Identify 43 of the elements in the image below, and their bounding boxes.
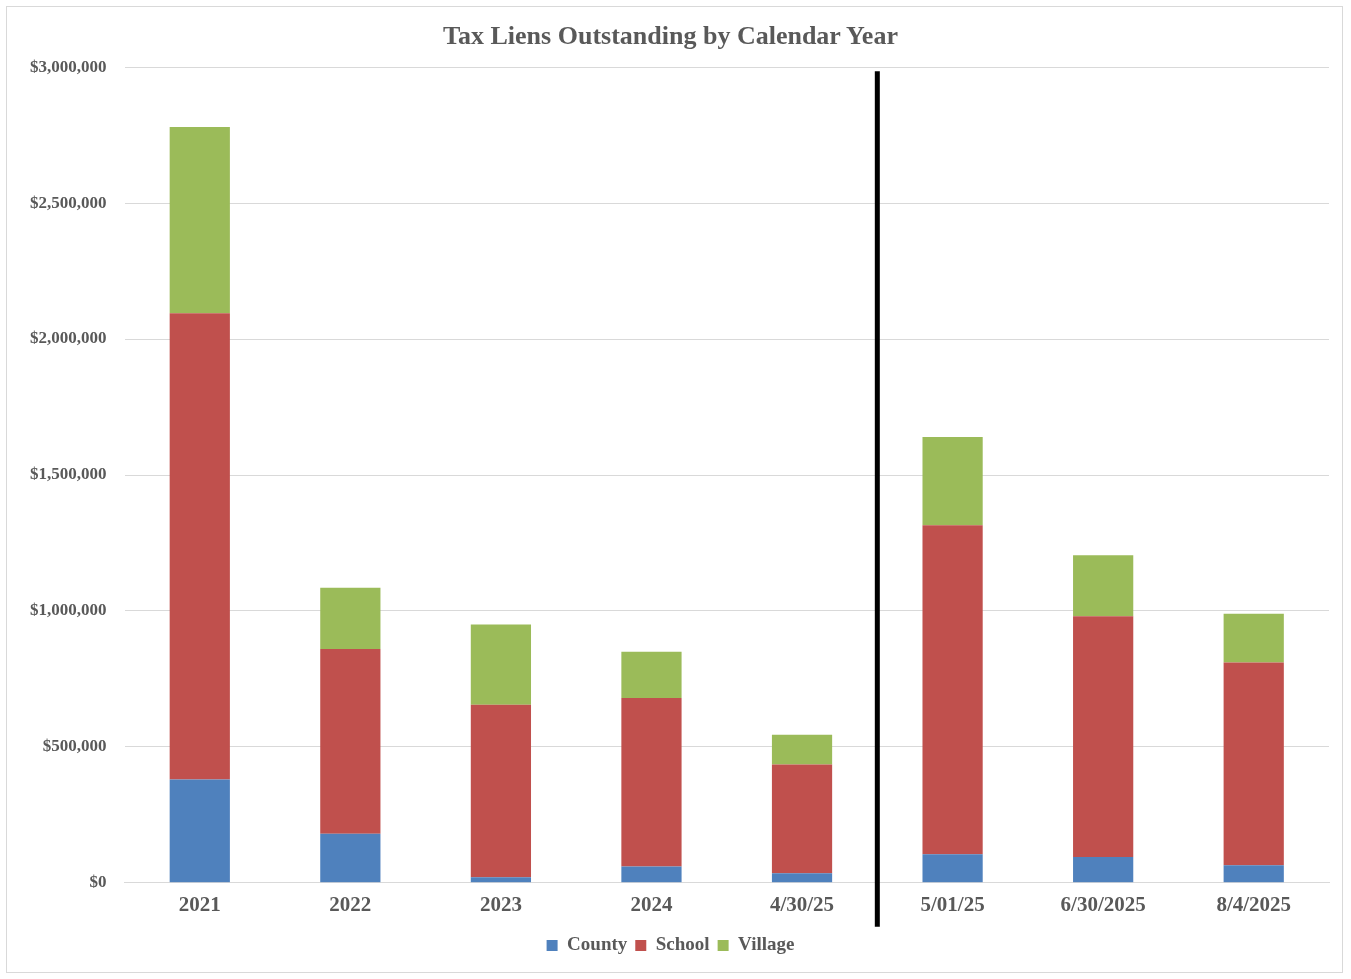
bar [169, 779, 230, 883]
y-tick-label: $1,000,000 [30, 600, 107, 620]
y-tick-label: $2,000,000 [30, 328, 107, 348]
x-tick-label: 8/4/2025 [1216, 891, 1292, 916]
x-tick-label: 2024 [630, 891, 673, 916]
x-tick-label: 6/30/2025 [1060, 891, 1146, 916]
bar [621, 651, 682, 698]
bar [1223, 662, 1284, 866]
bar [169, 127, 230, 314]
bar [771, 764, 833, 874]
bar [922, 525, 983, 855]
legend-label: Village [738, 933, 795, 955]
x-tick-label: 2023 [479, 891, 522, 916]
y-tick-label: $1,500,000 [30, 464, 107, 484]
bar [320, 587, 381, 649]
bar [470, 624, 532, 705]
bar [320, 649, 381, 834]
bar [169, 313, 230, 780]
legend-label: County [567, 933, 628, 955]
bar [771, 734, 833, 765]
bar [922, 436, 983, 526]
x-tick-label: 2021 [178, 891, 221, 916]
bar [1073, 856, 1134, 883]
bar [1073, 555, 1134, 617]
bar [470, 877, 532, 883]
chart-title: Tax Liens Outstanding by Calendar Year [443, 21, 898, 51]
x-tick-label: 2022 [329, 891, 372, 916]
bar [470, 704, 532, 878]
bar [621, 697, 682, 867]
legend-label: School [655, 933, 710, 955]
bar [621, 866, 682, 883]
bar [320, 833, 381, 883]
x-tick-label: 5/01/25 [920, 891, 985, 916]
y-tick-label: $0 [89, 872, 107, 892]
y-tick-label: $2,500,000 [30, 192, 107, 212]
x-tick-label: 4/30/25 [769, 891, 835, 916]
y-tick-label: $3,000,000 [30, 56, 107, 76]
bar [1223, 865, 1284, 883]
bar [1073, 616, 1134, 857]
y-tick-label: $500,000 [42, 736, 107, 756]
bar [922, 854, 983, 883]
bar [771, 873, 833, 883]
bar [1223, 613, 1284, 663]
